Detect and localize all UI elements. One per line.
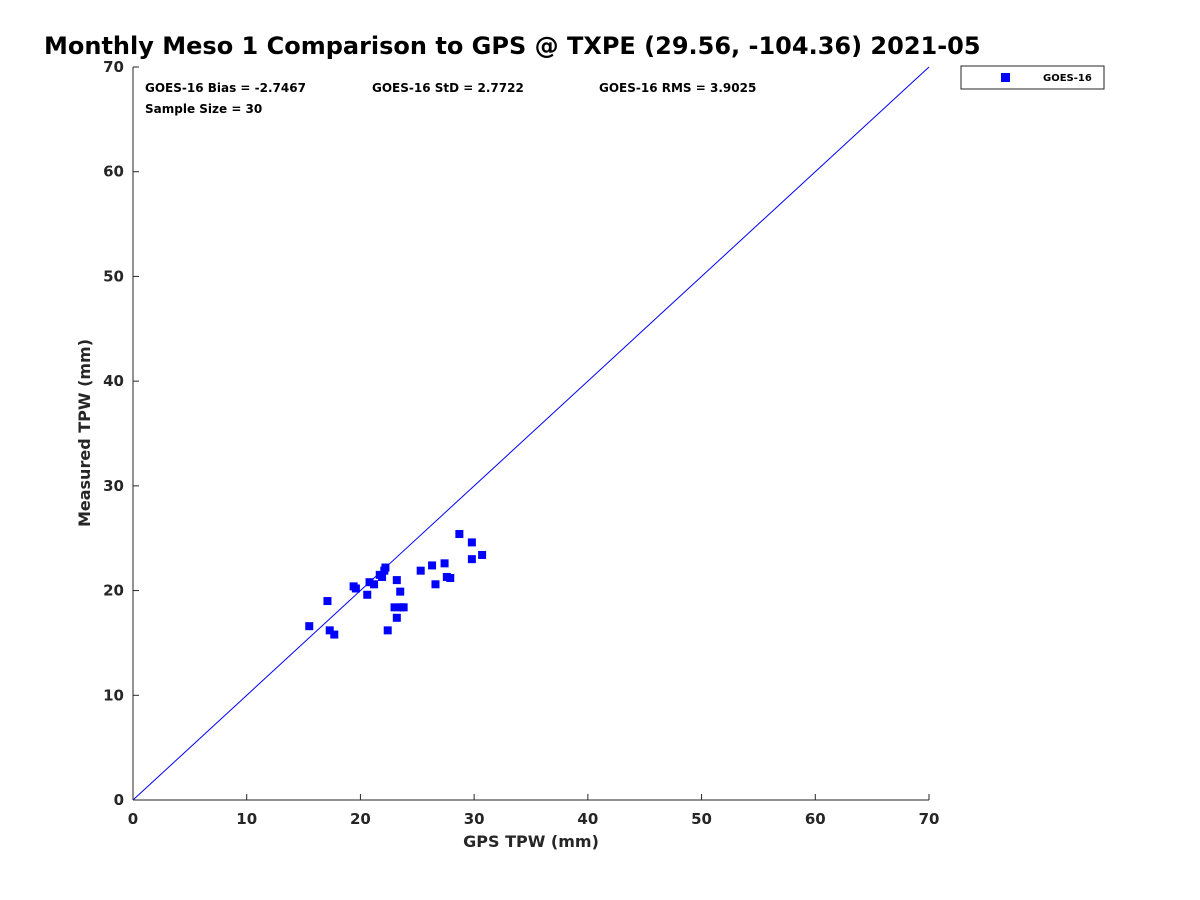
data-point [370, 580, 379, 589]
legend: GOES-16 [960, 65, 1105, 90]
data-point [478, 550, 487, 559]
y-axis-ticks: 0 10 20 30 40 50 60 70 [103, 58, 139, 809]
std-annotation: GOES-16 StD = 2.7722 [372, 81, 524, 95]
data-point [446, 574, 455, 583]
data-points [305, 530, 487, 639]
data-point [381, 563, 390, 572]
data-point [428, 561, 437, 570]
legend-box [960, 65, 1105, 90]
plot-area: 0 10 20 30 40 50 60 70 0 10 20 30 40 50 60 70 [103, 58, 939, 828]
x-tick-label: 20 [350, 810, 371, 828]
y-tick-label: 20 [103, 582, 124, 600]
x-tick-label: 60 [805, 810, 826, 828]
data-point [325, 626, 334, 635]
data-point [440, 559, 449, 568]
stats-annotations: GOES-16 Bias = -2.7467 GOES-16 StD = 2.7… [145, 81, 756, 116]
data-point [467, 538, 476, 547]
data-point [392, 576, 401, 585]
legend-marker [1001, 73, 1010, 82]
data-point [330, 630, 339, 639]
y-tick-label: 0 [114, 791, 124, 809]
x-tick-label: 40 [577, 810, 598, 828]
y-axis-label: Measured TPW (mm) [75, 339, 94, 527]
chart-title: Monthly Meso 1 Comparison to GPS @ TXPE … [44, 32, 981, 60]
one-to-one-reference-line [132, 66, 930, 801]
data-point [365, 578, 374, 587]
data-point [305, 622, 314, 631]
x-tick-label: 30 [464, 810, 485, 828]
data-point [416, 566, 425, 575]
y-tick-label: 50 [103, 267, 124, 285]
x-axis-label: GPS TPW (mm) [463, 832, 599, 851]
y-tick-label: 70 [103, 58, 124, 76]
data-point [363, 590, 372, 599]
x-tick-label: 70 [919, 810, 940, 828]
data-point [392, 613, 401, 622]
x-axis-ticks: 0 10 20 30 40 50 60 70 [128, 794, 940, 828]
data-point [396, 587, 405, 596]
y-tick-label: 60 [103, 163, 124, 181]
data-point [323, 597, 332, 606]
sample-size-annotation: Sample Size = 30 [145, 102, 262, 116]
x-tick-label: 10 [236, 810, 257, 828]
y-tick-label: 30 [103, 477, 124, 495]
data-point [455, 530, 464, 539]
data-point [399, 603, 408, 612]
y-tick-label: 10 [103, 686, 124, 704]
legend-label: GOES-16 [1043, 73, 1092, 84]
data-point [431, 580, 440, 589]
data-point [467, 555, 476, 564]
y-tick-label: 40 [103, 372, 124, 390]
x-tick-label: 0 [128, 810, 138, 828]
data-point [390, 603, 399, 612]
data-point [351, 584, 360, 593]
data-point [378, 572, 387, 581]
bias-annotation: GOES-16 Bias = -2.7467 [145, 81, 306, 95]
data-point [383, 626, 392, 635]
x-tick-label: 50 [691, 810, 712, 828]
rms-annotation: GOES-16 RMS = 3.9025 [599, 81, 756, 95]
